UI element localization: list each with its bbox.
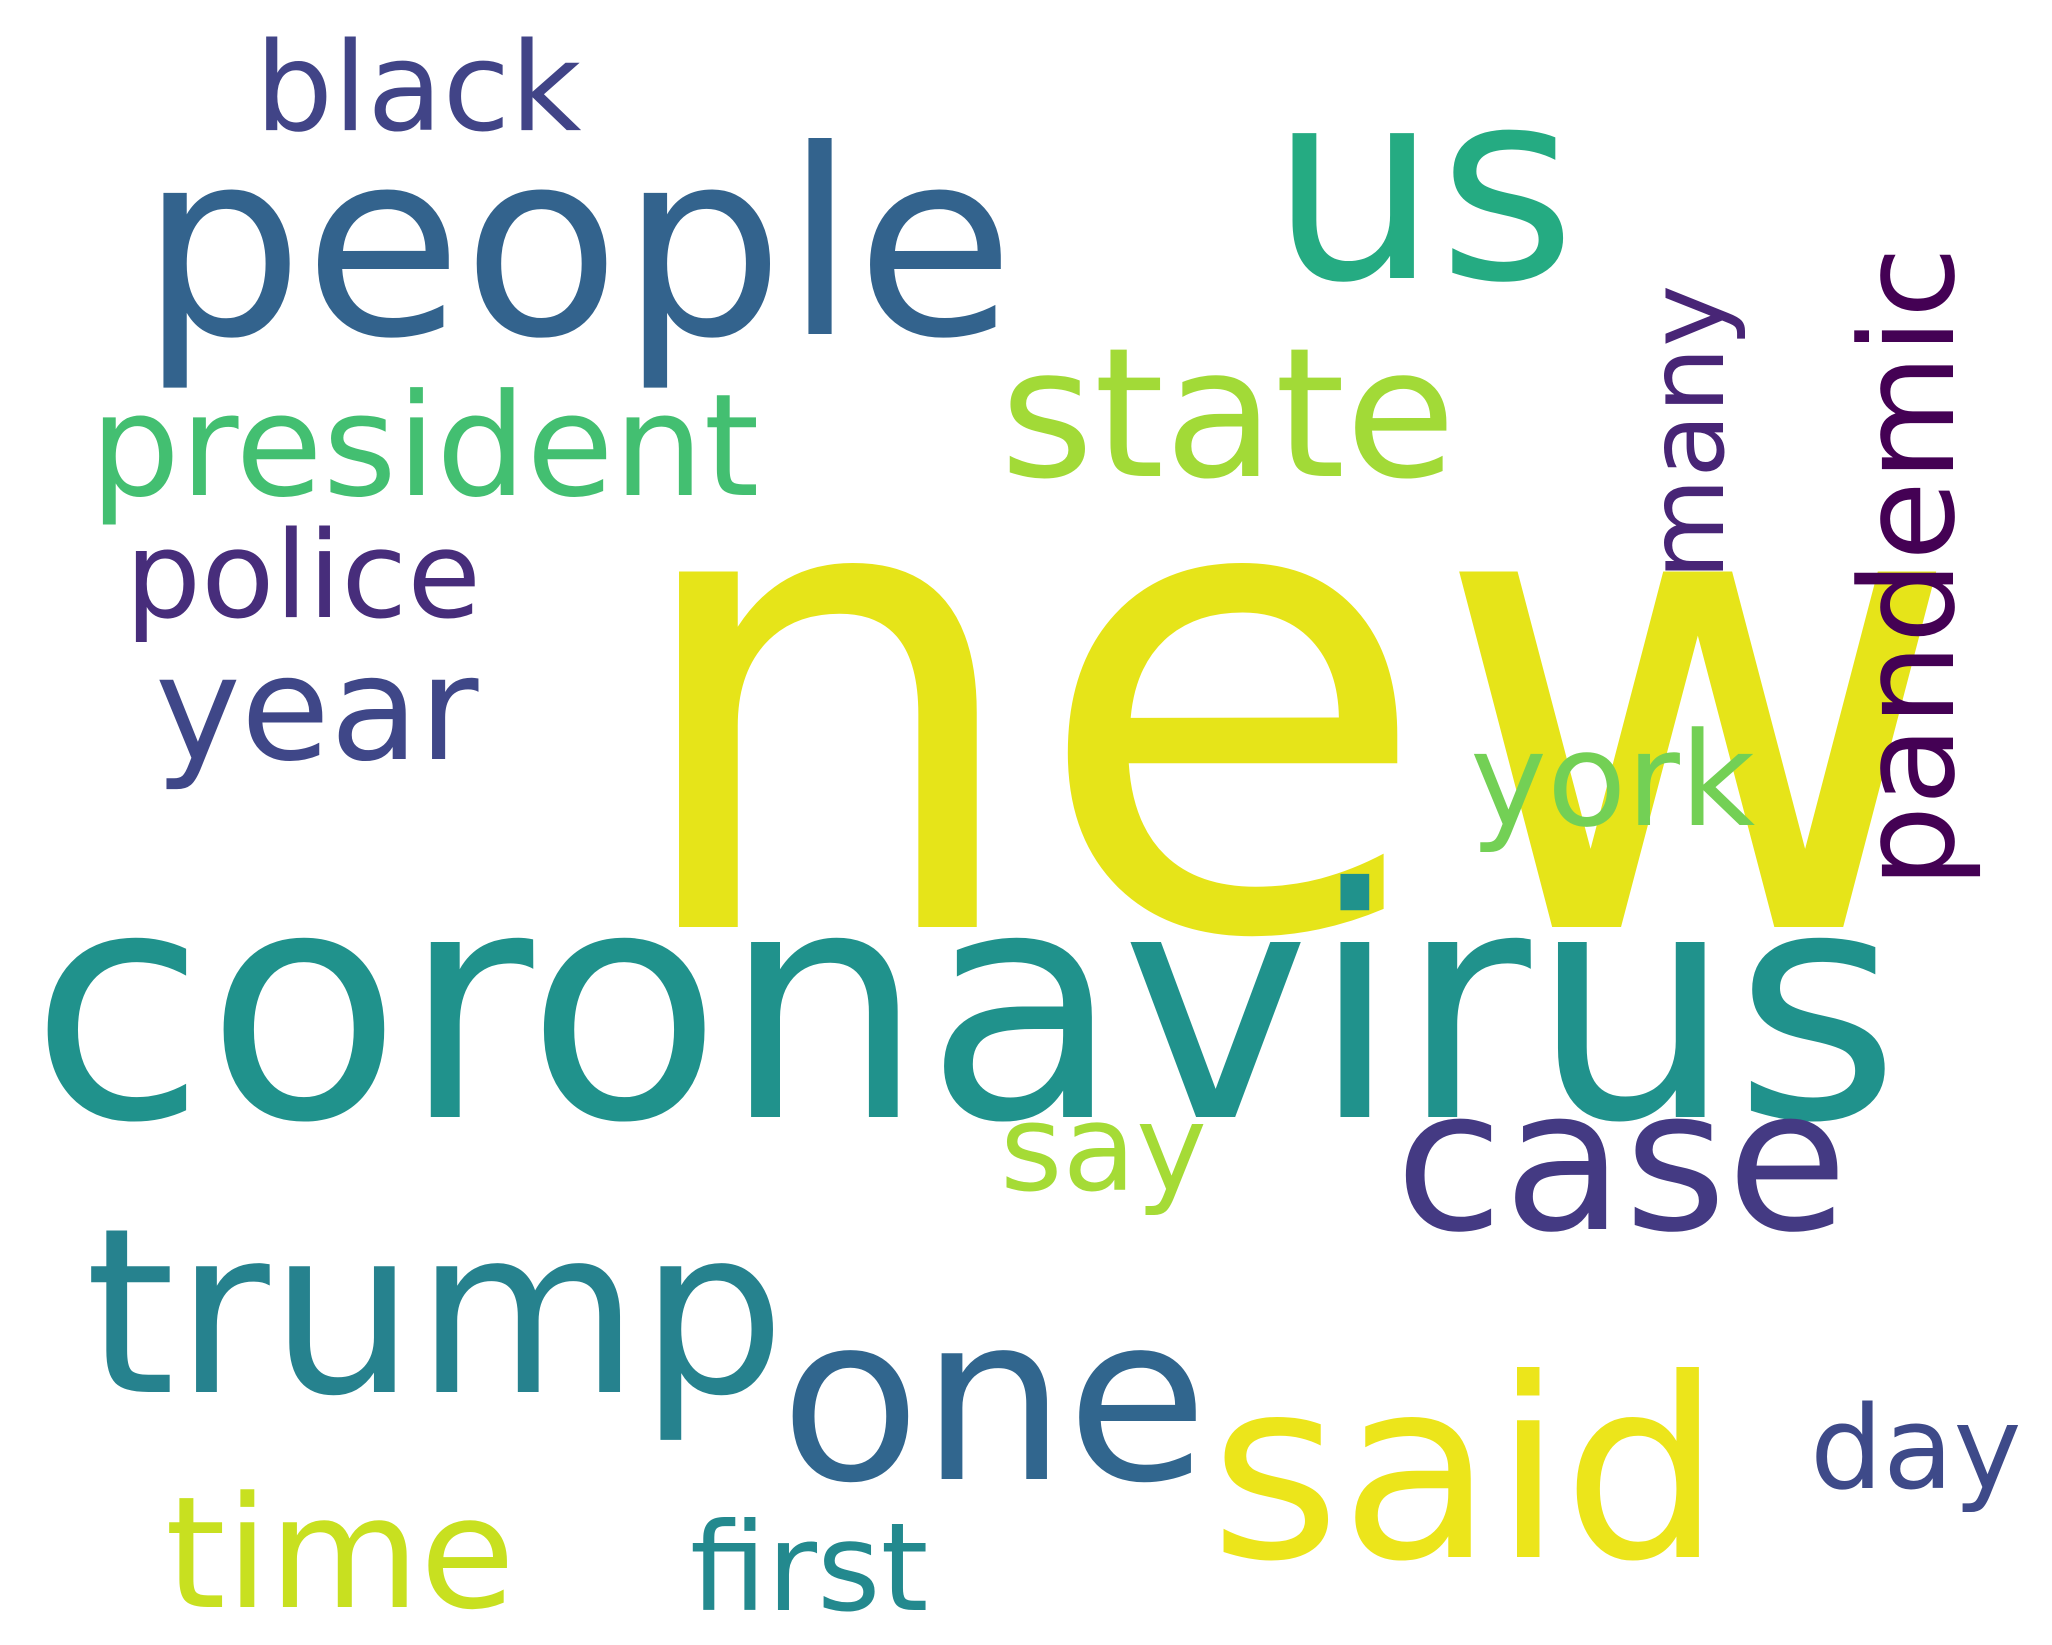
word-say: say bbox=[1000, 1080, 1208, 1219]
word-us: us bbox=[1270, 33, 1577, 341]
word-new: new bbox=[620, 325, 1964, 1081]
word-pandemic: pandemic bbox=[1832, 246, 1984, 888]
word-police: police bbox=[125, 507, 482, 646]
word-people: people bbox=[140, 95, 1015, 395]
word-black: black bbox=[255, 17, 582, 160]
word-case: case bbox=[1395, 1047, 1848, 1276]
word-trump: trump bbox=[85, 1180, 786, 1447]
word-time: time bbox=[165, 1463, 516, 1644]
word-state: state bbox=[1000, 310, 1456, 519]
word-president: president bbox=[90, 364, 760, 529]
word-york: york bbox=[1470, 704, 1756, 856]
word-first: first bbox=[690, 1497, 929, 1639]
word-many: many bbox=[1626, 284, 1748, 580]
word-said: said bbox=[1210, 1325, 1722, 1616]
word-coronavirus: coronavirus bbox=[30, 821, 1901, 1193]
word-year: year bbox=[155, 625, 479, 794]
word-day: day bbox=[1810, 1382, 2022, 1516]
word-one: one bbox=[780, 1267, 1208, 1534]
